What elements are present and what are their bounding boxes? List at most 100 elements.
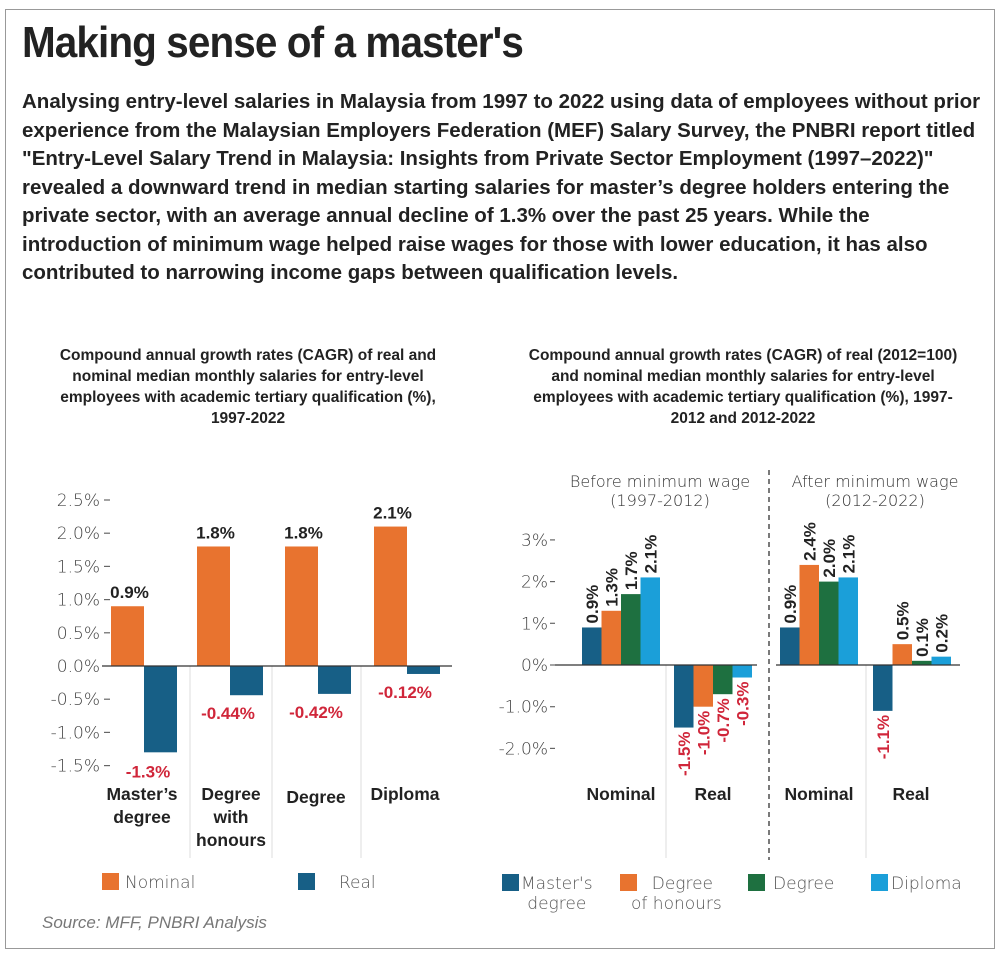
legend1-nominal: Nominal <box>102 873 195 893</box>
phase-before-line2: (1997-2012) <box>610 491 710 510</box>
group-label: Nominal <box>784 784 853 804</box>
bar-real <box>144 666 177 753</box>
legend-honours-line1: Degree <box>651 874 714 894</box>
y-tick-label: -1.5% <box>51 757 100 777</box>
category-label: Degree <box>286 787 346 807</box>
legend-label-nominal: Nominal <box>125 873 196 893</box>
phase-after-line1: After minimum wage <box>791 472 959 491</box>
y-tick-label-2: -2.0% <box>499 739 548 759</box>
data-label-rotated-negative: -1.5% <box>675 732 694 776</box>
legend-label-real: Real <box>339 873 376 893</box>
bar-masters <box>582 627 602 665</box>
bar-nominal <box>197 546 230 666</box>
data-label-rotated-negative: -1.1% <box>874 715 893 759</box>
category-label: honours <box>196 830 266 850</box>
bar-diploma <box>732 665 752 678</box>
data-label-rotated: 0.2% <box>932 614 951 653</box>
legend-masters-line1: Master's <box>521 874 593 894</box>
category-label: Master’s <box>106 784 177 804</box>
category-label: Diploma <box>370 784 439 804</box>
legend-swatch-diploma <box>871 874 888 891</box>
category-label: degree <box>113 807 171 827</box>
data-label-nominal: 1.8% <box>284 523 323 542</box>
legend-swatch-real <box>298 873 315 890</box>
y-tick-label-2: -1.0% <box>499 698 548 718</box>
bar-honours <box>799 564 819 665</box>
y-tick-label-2: 2% <box>521 573 548 593</box>
data-label-rotated-negative: -0.3% <box>733 682 752 726</box>
source-note: Source: MFF, PNBRI Analysis <box>42 913 267 932</box>
bar-real <box>407 666 440 674</box>
bar-nominal <box>374 526 407 666</box>
data-label-real: -1.3% <box>126 762 170 781</box>
legend-swatch-degree <box>748 874 765 891</box>
bar-nominal <box>111 606 144 666</box>
data-label-rotated: 0.1% <box>913 618 932 657</box>
chart1-title: Compound annual growth rates (CAGR) of r… <box>59 347 437 427</box>
legend2-masters: Master's degree <box>502 874 593 914</box>
category-label: with <box>213 807 249 827</box>
bar-degree <box>713 665 733 695</box>
group-label: Real <box>893 784 930 804</box>
legend2-diploma: Diploma <box>871 874 962 894</box>
legend-label-diploma: Diploma <box>891 874 962 894</box>
phase-after-label: After minimum wage (2012-2022) <box>775 472 975 510</box>
legend2-honours: Degree of honours <box>620 874 722 914</box>
data-label-real: -0.12% <box>378 683 432 702</box>
y-tick-label: 1.0% <box>57 591 100 611</box>
data-label-rotated: 0.9% <box>781 585 800 624</box>
group-label: Real <box>695 784 732 804</box>
data-label-nominal: 1.8% <box>196 523 235 542</box>
y-tick-label: 1.5% <box>57 557 100 577</box>
data-label-rotated: 2.0% <box>820 539 839 578</box>
bar-degree <box>819 581 839 665</box>
category-label: Degree <box>201 784 261 804</box>
legend-label-degree: Degree <box>773 874 835 894</box>
data-label-rotated: 0.5% <box>893 601 912 640</box>
data-label-rotated: 2.1% <box>839 535 858 574</box>
data-label-nominal: 0.9% <box>110 583 149 602</box>
legend-swatch-nominal <box>102 873 119 890</box>
chart2-title: Compound annual growth rates (CAGR) of r… <box>528 347 958 427</box>
bar-degree <box>621 594 641 665</box>
legend-swatch-masters <box>502 874 519 891</box>
data-label-rotated-negative: -0.7% <box>714 698 733 742</box>
y-tick-label: -1.0% <box>51 723 100 743</box>
bar-masters <box>674 665 694 728</box>
bar-diploma <box>640 577 660 665</box>
y-tick-label: 0.5% <box>57 624 100 644</box>
legend-masters-line2: degree <box>527 894 587 914</box>
data-label-nominal: 2.1% <box>373 504 412 523</box>
data-label-rotated: 0.9% <box>583 585 602 624</box>
phase-before-label: Before minimum wage (1997-2012) <box>555 472 765 510</box>
bar-honours <box>693 665 713 707</box>
legend2-degree: Degree <box>748 874 834 894</box>
bar-diploma <box>838 577 858 665</box>
phase-before-line1: Before minimum wage <box>569 472 751 491</box>
data-label-rotated: 1.3% <box>602 568 621 607</box>
data-label-rotated: 2.4% <box>800 522 819 561</box>
y-tick-label-2: 1% <box>521 614 548 634</box>
y-tick-label-2: 3% <box>521 531 548 551</box>
data-label-rotated: 1.7% <box>622 551 641 590</box>
y-tick-label: 0.0% <box>57 657 100 677</box>
bar-nominal <box>285 546 318 666</box>
group-label: Nominal <box>586 784 655 804</box>
phase-after-line2: (2012-2022) <box>825 491 925 510</box>
y-tick-label: 2.5% <box>57 491 100 511</box>
bar-real <box>318 666 351 694</box>
bar-masters <box>873 665 893 711</box>
data-label-rotated-negative: -1.0% <box>694 711 713 755</box>
legend1-real: Real <box>298 873 376 893</box>
intro-paragraph: Analysing entry-level salaries in Malays… <box>22 90 981 284</box>
bar-masters <box>780 627 800 665</box>
data-label-rotated: 2.1% <box>641 535 660 574</box>
data-label-real: -0.42% <box>289 703 343 722</box>
bar-diploma <box>931 656 951 665</box>
y-tick-label: 2.0% <box>57 524 100 544</box>
bar-real <box>230 666 263 696</box>
bar-honours <box>892 644 912 665</box>
bar-degree <box>912 660 932 665</box>
bar-honours <box>601 610 621 665</box>
